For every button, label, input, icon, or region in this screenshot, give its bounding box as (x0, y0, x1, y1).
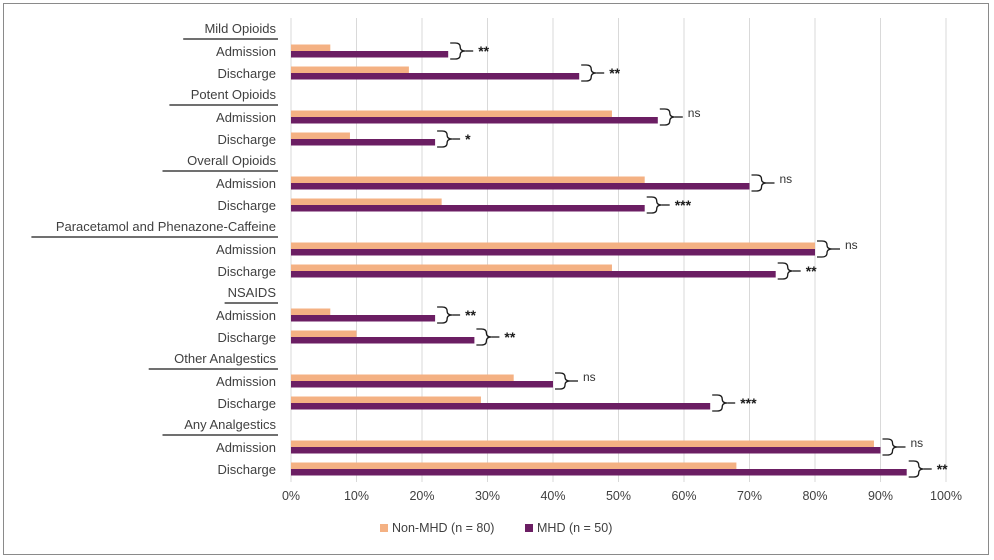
group-label: Any Analgestics (184, 417, 276, 432)
significance-bracket (581, 64, 597, 82)
bar-mhd (291, 381, 553, 388)
significance-bracket (751, 174, 767, 192)
bar-mhd (291, 205, 645, 212)
bar-mhd (291, 73, 580, 80)
legend-swatch-non-mhd (380, 524, 388, 532)
significance-label: ** (465, 307, 476, 323)
bar-non-mhd (291, 44, 331, 51)
bar-non-mhd (291, 66, 409, 73)
category-label: Admission (216, 110, 276, 125)
category-label: Admission (216, 308, 276, 323)
bar-non-mhd (291, 440, 874, 447)
legend-label-mhd: MHD (n = 50) (537, 521, 612, 535)
significance-label: ** (937, 461, 948, 477)
category-label: Discharge (217, 66, 276, 81)
category-label: Admission (216, 176, 276, 191)
bar-mhd (291, 403, 711, 410)
category-label: Admission (216, 44, 276, 59)
significance-bracket (817, 240, 833, 258)
group-label: NSAIDS (228, 285, 277, 300)
category-label: Discharge (217, 198, 276, 213)
category-label: Discharge (217, 330, 276, 345)
legend-swatch-mhd (525, 524, 533, 532)
significance-bracket (437, 306, 453, 324)
group-label: Potent Opioids (191, 87, 277, 102)
significance-label: * (465, 131, 471, 147)
bar-non-mhd (291, 374, 514, 381)
significance-bracket (882, 438, 898, 456)
bar-non-mhd (291, 308, 331, 315)
bar-non-mhd (291, 198, 442, 205)
x-tick-label: 30% (475, 489, 500, 503)
bar-mhd (291, 117, 658, 124)
bar-non-mhd (291, 176, 645, 183)
significance-label: ** (806, 263, 817, 279)
x-tick-label: 90% (868, 489, 893, 503)
x-tick-label: 0% (282, 489, 300, 503)
x-tick-label: 60% (671, 489, 696, 503)
x-tick-label: 40% (540, 489, 565, 503)
significance-label: ns (688, 106, 701, 120)
category-label: Discharge (217, 264, 276, 279)
x-tick-label: 10% (344, 489, 369, 503)
significance-label: ** (504, 329, 515, 345)
bar-mhd (291, 139, 436, 146)
bar-non-mhd (291, 330, 357, 337)
significance-bracket (646, 196, 662, 214)
bar-mhd (291, 447, 881, 454)
significance-label: ns (780, 172, 793, 186)
significance-bracket (908, 460, 924, 478)
x-tick-label: 80% (802, 489, 827, 503)
bar-mhd (291, 315, 436, 322)
bar-non-mhd (291, 242, 815, 249)
significance-bracket (712, 394, 728, 412)
bar-non-mhd (291, 110, 612, 117)
group-label: Overall Opioids (187, 153, 276, 168)
category-label: Admission (216, 374, 276, 389)
group-label: Mild Opioids (204, 21, 276, 36)
bar-mhd (291, 469, 907, 476)
group-label: Other Analgestics (174, 351, 276, 366)
x-tick-label: 50% (606, 489, 631, 503)
significance-bracket (450, 42, 466, 60)
x-tick-label: 100% (930, 489, 962, 503)
significance-bracket (777, 262, 793, 280)
significance-label: ns (845, 238, 858, 252)
significance-bracket (476, 328, 492, 346)
significance-label: ns (583, 370, 596, 384)
bar-mhd (291, 249, 815, 256)
category-label: Discharge (217, 132, 276, 147)
bar-non-mhd (291, 264, 612, 271)
bar-mhd (291, 337, 475, 344)
legend-label-non-mhd: Non-MHD (n = 80) (392, 521, 494, 535)
bar-non-mhd (291, 462, 737, 469)
significance-label: *** (740, 395, 757, 411)
category-label: Admission (216, 242, 276, 257)
category-label: Discharge (217, 462, 276, 477)
bar-mhd (291, 51, 449, 58)
bar-non-mhd (291, 132, 350, 139)
significance-label: ** (609, 65, 620, 81)
significance-label: ns (911, 436, 924, 450)
significance-label: ** (478, 43, 489, 59)
significance-bracket (659, 108, 675, 126)
significance-label: *** (675, 197, 692, 213)
bar-non-mhd (291, 396, 481, 403)
significance-bracket (437, 130, 453, 148)
category-label: Admission (216, 440, 276, 455)
category-label: Discharge (217, 396, 276, 411)
group-label: Paracetamol and Phenazone-Caffeine (56, 219, 276, 234)
bar-mhd (291, 271, 776, 278)
bar-mhd (291, 183, 750, 190)
x-tick-label: 70% (737, 489, 762, 503)
significance-bracket (555, 372, 571, 390)
x-tick-label: 20% (409, 489, 434, 503)
